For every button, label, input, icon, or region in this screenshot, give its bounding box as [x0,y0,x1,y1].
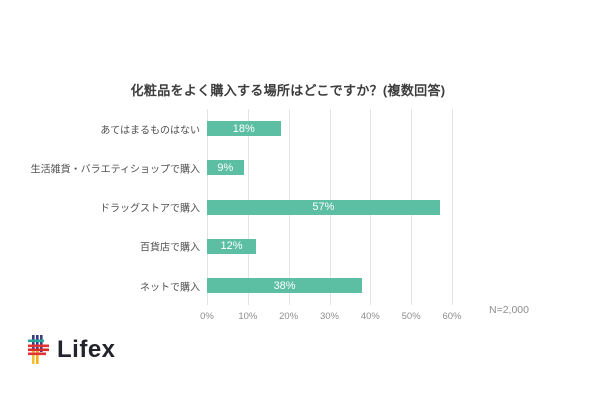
x-tick-label: 50% [401,311,421,322]
x-gridline [452,109,453,305]
x-tick-label: 30% [319,311,340,322]
category-label: 生活雑貨・バラエティショップで購入 [30,164,200,176]
bar-value-label: 9% [217,161,234,174]
x-tick-label: 20% [279,311,299,322]
bar-value-label: 12% [220,240,243,253]
lifex-plaid-logo-icon [28,335,49,365]
bar: 57% [207,199,440,215]
bar-value-label: 57% [312,201,335,213]
bar-value-label: 18% [232,122,255,135]
logo: Lifex [28,335,116,365]
bar: 18% [207,121,281,136]
category-label: 百貨店で購入 [140,242,200,254]
sample-size-note: N=2,000 [489,304,529,316]
bar: 38% [207,278,363,293]
x-tick-label: 10% [238,311,258,322]
logo-text: Lifex [57,336,116,363]
bar-value-label: 38% [273,279,296,292]
bar: 12% [207,238,256,254]
plot-area: 0% 10% 20% 30% 40% 50% 60% あてはまるものはない 18% 生活雑貨・バラ… [31,109,462,322]
chart-title: 化粧品をよく購入する場所はどこですか？(複数回答) [130,83,446,98]
x-tick-label: 60% [442,311,462,322]
category-label: あてはまるものはない [100,125,200,136]
category-label: ドラッグストアで購入 [100,203,200,215]
category-label: ネットで購入 [140,282,200,293]
x-tick-label: 0% [200,311,214,322]
x-tick-label: 40% [360,311,380,322]
bar: 9% [207,160,244,176]
